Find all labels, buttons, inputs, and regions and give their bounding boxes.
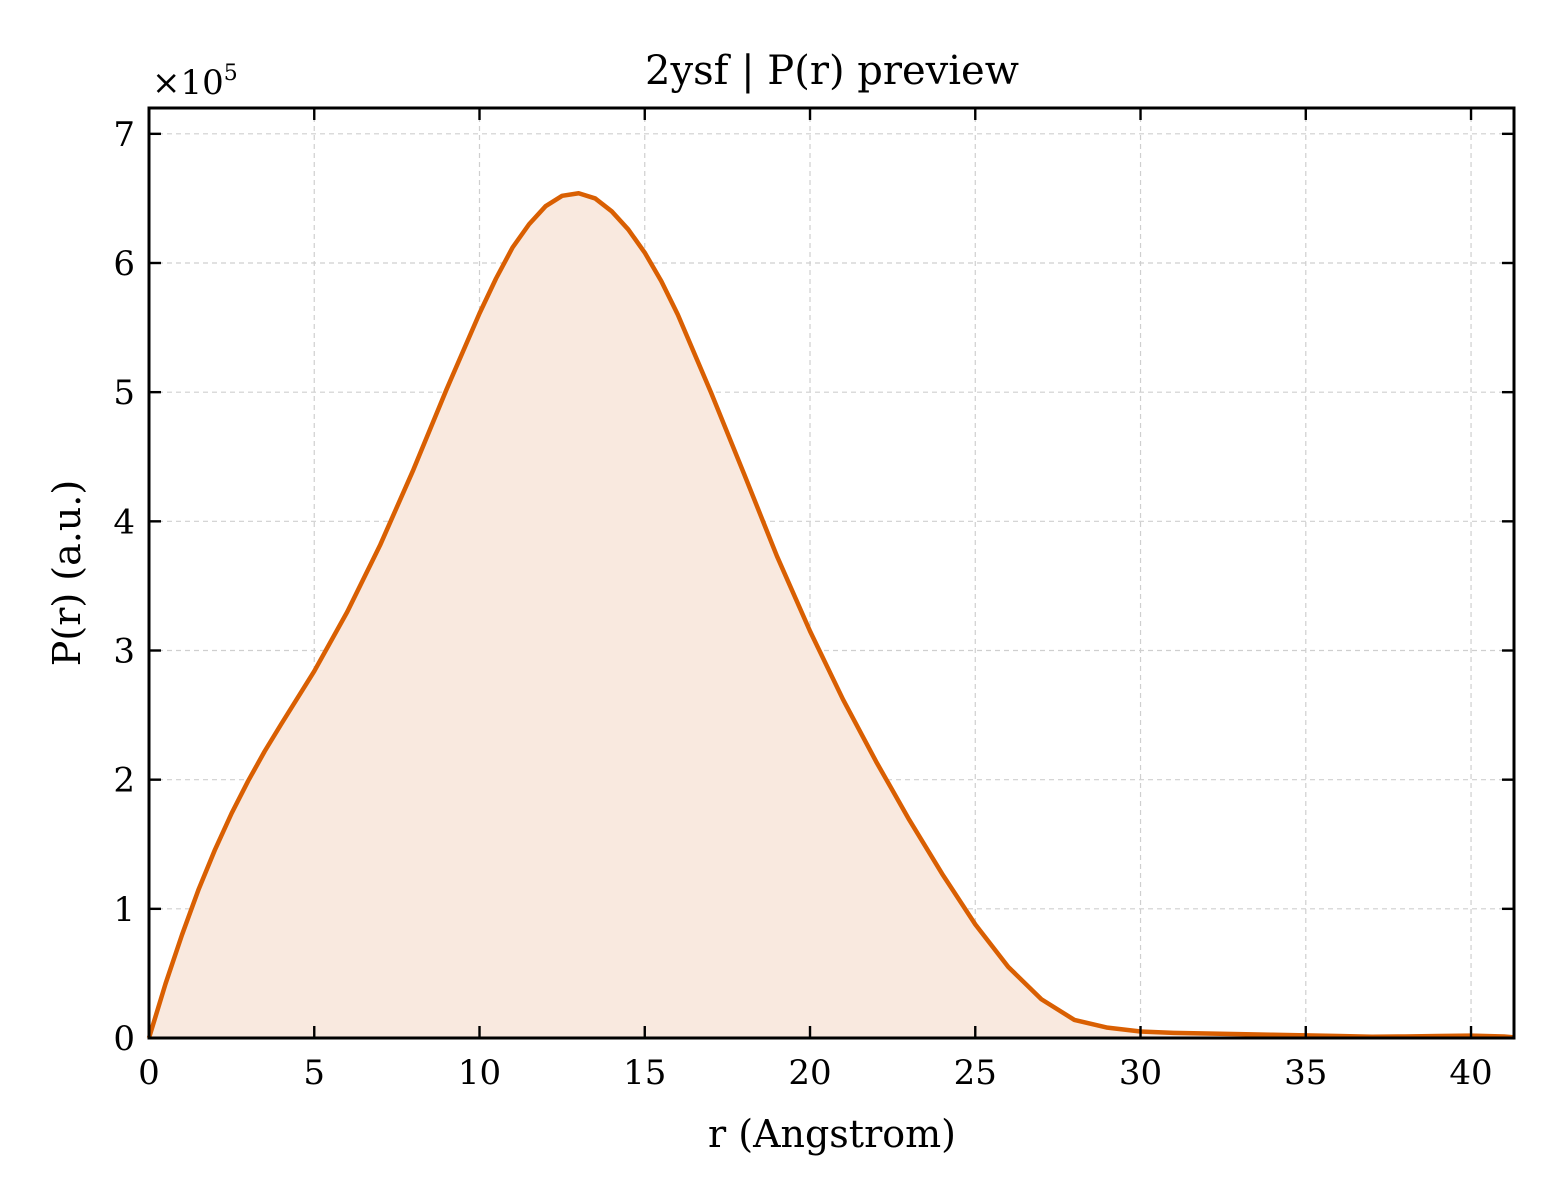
x-tick-label: 0	[138, 1053, 160, 1093]
plot-frame	[147, 106, 1516, 1040]
y-multiplier-exponent: 5	[224, 61, 238, 86]
x-tick-label: 10	[458, 1053, 501, 1093]
x-tick-label: 35	[1284, 1053, 1327, 1093]
y-tick-label: 0	[113, 1019, 135, 1059]
x-tick-label: 5	[303, 1053, 325, 1093]
x-tick-label: 30	[1119, 1053, 1162, 1093]
chart-title: 2ysf | P(r) preview	[645, 48, 1019, 94]
y-axis-label: P(r) (a.u.)	[45, 480, 89, 666]
y-tick-label: 4	[113, 502, 135, 542]
x-tick-label: 15	[623, 1053, 666, 1093]
y-tick-label: 2	[113, 761, 135, 801]
y-tick-label: 3	[113, 632, 135, 672]
x-axis-label: r (Angstrom)	[708, 1112, 956, 1156]
pr-series-line	[146, 191, 1515, 1040]
tick-layer: 0 5 10 15 20 25 30 35 40 0 1 2 3 4 5 6 7	[113, 108, 1514, 1093]
x-tick-label: 40	[1449, 1053, 1492, 1093]
y-multiplier-base: ×10	[152, 63, 224, 103]
y-tick-label: 6	[113, 244, 135, 284]
x-tick-label: 25	[954, 1053, 997, 1093]
y-tick-label: 5	[113, 373, 135, 413]
pr-area-fill	[149, 193, 1514, 1038]
y-tick-label: 7	[113, 115, 135, 155]
y-tick-label: 1	[113, 890, 135, 930]
y-multiplier: ×105	[152, 61, 238, 103]
x-tick-label: 20	[788, 1053, 831, 1093]
